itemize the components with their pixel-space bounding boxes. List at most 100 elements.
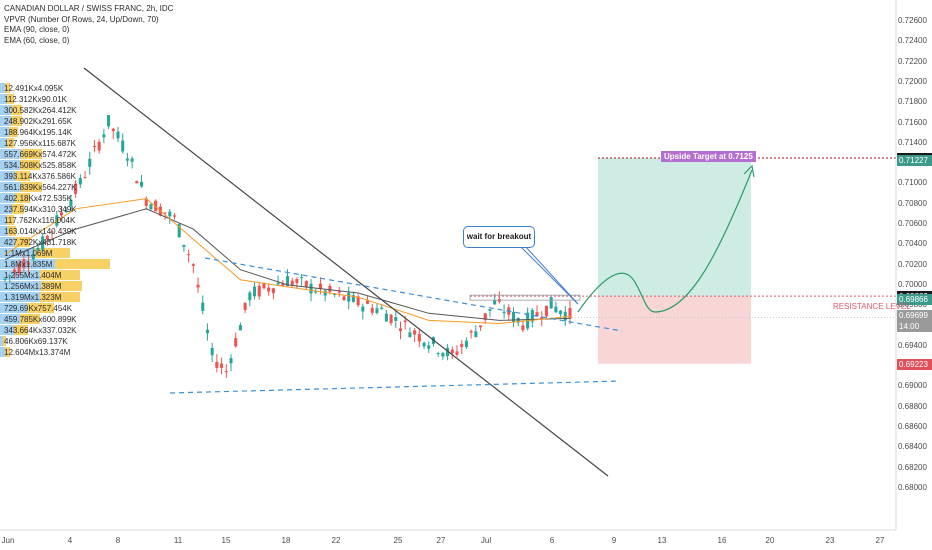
- volume-profile-label: 127.956Kx115.687K: [4, 139, 76, 148]
- price-tick-label: 0.70200: [898, 259, 927, 269]
- candle-body: [403, 320, 407, 323]
- candle-body: [281, 283, 285, 287]
- volume-profile-bar-up: [0, 281, 41, 291]
- resistance-level-label[interactable]: RESISTANCE LEVEL: [833, 302, 911, 311]
- volume-profile-label: 459.785Kx600.899K: [4, 315, 77, 324]
- candle-body: [361, 306, 365, 312]
- volume-profile-bar-down: [15, 171, 30, 181]
- volume-profile-bar-up: [0, 226, 8, 236]
- candle-body: [370, 307, 374, 313]
- candle-body: [469, 331, 473, 333]
- price-tick-label: 0.71600: [898, 117, 927, 127]
- candle-body: [144, 198, 148, 206]
- vpvr-indicator-label: VPVR (Number Of Rows, 24, Up/Down, 70): [4, 14, 159, 24]
- candle-body: [530, 310, 534, 322]
- volume-profile-bar-up: [0, 336, 3, 346]
- candle-body: [422, 342, 426, 347]
- volume-profile-bar-up: [0, 94, 7, 104]
- volume-profile-label: 1.256Mx1.389M: [4, 282, 62, 291]
- candle-body: [102, 134, 106, 138]
- volume-profile-label: 12.604Mx13.374M: [4, 348, 71, 357]
- wait-for-breakout-note[interactable]: wait for breakout: [463, 226, 535, 248]
- candle-body: [238, 325, 242, 331]
- date-tick-label: 25: [393, 536, 403, 545]
- price-tag: 0.69866: [897, 293, 932, 305]
- candle-body: [554, 306, 558, 313]
- price-tick-label: 0.69800: [898, 300, 927, 310]
- volume-profile-label: 248.902Kx291.65K: [4, 117, 73, 126]
- volume-profile-label: 729.69Kx757.454K: [4, 304, 73, 313]
- candle-body: [83, 177, 87, 179]
- date-tick-label: 4: [67, 536, 73, 545]
- price-tick-label: 0.70600: [898, 219, 927, 228]
- upper-dashed-trendline: [204, 257, 623, 332]
- candle-body: [220, 363, 224, 368]
- candle-body: [398, 328, 403, 332]
- candle-body: [36, 247, 40, 251]
- volume-profile-bar-down: [8, 226, 16, 236]
- price-tick-label: 0.70400: [898, 239, 927, 249]
- candle-body: [135, 181, 139, 184]
- callout-pointer: [519, 245, 579, 305]
- candle-body: [92, 146, 96, 148]
- candle-body: [97, 141, 101, 151]
- candle-body: [309, 283, 313, 294]
- date-tick-label: 16: [717, 536, 727, 545]
- volume-profile-label: 163.014Kx140.439K: [4, 227, 77, 236]
- price-tag: 0.69699: [897, 310, 932, 322]
- candle-body: [356, 296, 360, 306]
- candle-body: [535, 312, 539, 317]
- candle-body: [375, 308, 379, 313]
- volume-profile-label: 1.1Mx1.069M: [4, 249, 53, 258]
- volume-profile-label: 1.319Mx1.323M: [4, 293, 62, 302]
- resistance-zone-box: [469, 294, 581, 301]
- volume-profile-bar-up: [0, 116, 11, 126]
- ema60-line: [4, 198, 571, 325]
- volume-profile-bar-down: [15, 237, 30, 247]
- volume-profile-bar-up: [0, 149, 21, 159]
- candle-body: [116, 131, 120, 139]
- candle-body: [450, 349, 454, 354]
- candle-body: [149, 204, 153, 210]
- candle-body: [549, 297, 553, 309]
- candle-body: [366, 300, 370, 304]
- volume-profile-label: 402.18Kx472.535K: [4, 194, 73, 203]
- candle-body: [502, 311, 506, 314]
- candle-body: [568, 308, 572, 319]
- date-tick-label: 27: [875, 536, 885, 545]
- price-tick-label: 0.72000: [898, 76, 927, 86]
- date-tick-label: Jun: [1, 536, 15, 545]
- volume-profile-bar-down: [11, 105, 22, 115]
- downtrend-line: [83, 67, 609, 477]
- volume-profile-label: 534.508Kx525.858K: [4, 161, 77, 170]
- volume-profile-bar-down: [5, 347, 10, 357]
- candle-body: [427, 345, 431, 349]
- date-tick-label: 6: [549, 536, 555, 545]
- stop-zone: [598, 296, 751, 364]
- date-tick-label: 22: [331, 536, 341, 545]
- candle-body: [8, 275, 12, 277]
- price-tag: 0.69223: [897, 358, 932, 370]
- volume-profile-label: 393.114Kx376.586K: [4, 172, 76, 181]
- date-tick-label: 27: [436, 536, 446, 545]
- candle-body: [187, 254, 191, 256]
- symbol-title: CANADIAN DOLLAR / SWISS FRANC, 2h, IDC: [4, 4, 174, 13]
- price-tick-label: 0.68200: [898, 462, 927, 472]
- volume-profile-bar-down: [41, 281, 82, 291]
- volume-profile-label: 1.8Mx1.835M: [4, 260, 53, 269]
- candle-body: [276, 282, 280, 285]
- candle-body: [408, 332, 412, 338]
- lower-dashed-trendline: [169, 380, 621, 394]
- volume-profile-bar-up: [0, 182, 21, 192]
- price-tick-label: 0.71800: [898, 97, 927, 107]
- date-tick-label: Jul: [480, 536, 492, 545]
- volume-profile-bar-up: [0, 193, 15, 203]
- upside-target-label[interactable]: Upside Target at 0.7125: [661, 151, 756, 162]
- date-tick-label: 13: [657, 536, 667, 545]
- volume-profile-bar-down: [20, 160, 40, 170]
- candle-body: [351, 295, 355, 302]
- candle-body: [125, 158, 129, 161]
- candle-body: [413, 330, 417, 335]
- candle-body: [224, 371, 228, 373]
